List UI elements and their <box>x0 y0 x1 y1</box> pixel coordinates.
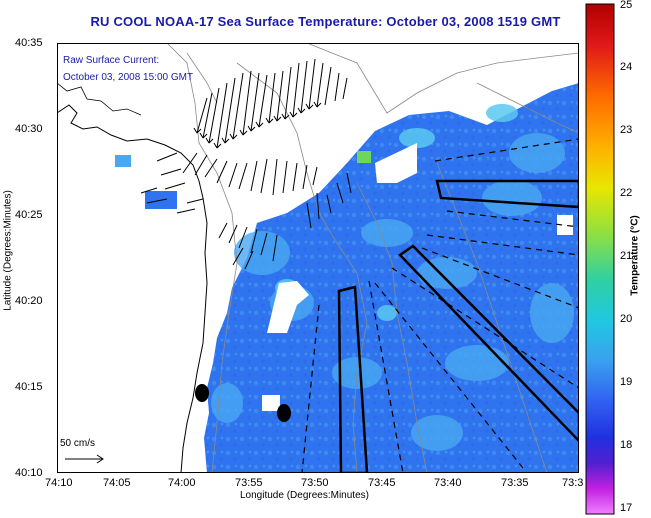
colorbar-tick-label: 19 <box>620 376 633 388</box>
colorbar-tick-label: 20 <box>620 313 633 325</box>
sst-map <box>57 43 579 473</box>
y-axis-title: Latitude (Degrees:Minutes) <box>2 190 14 311</box>
current-label-line2: October 03, 2008 15:00 GMT <box>63 72 194 83</box>
colorbar-tick-label: 23 <box>620 124 633 136</box>
scale-arrow <box>65 454 104 464</box>
colorbar-tick-label: 18 <box>620 439 633 451</box>
sst-small-patch <box>115 155 131 167</box>
scale-label: 50 cm/s <box>60 438 96 449</box>
y-tick-label: 40:25 <box>15 209 43 221</box>
current-label-line1: Raw Surface Current: <box>63 55 160 66</box>
y-tick-label: 40:35 <box>15 37 43 49</box>
survey-dashed-lines <box>301 138 579 473</box>
x-tick-label: 74:00 <box>168 477 196 489</box>
colorbar-tick-label: 17 <box>620 502 633 514</box>
surface-current-vectors <box>140 58 352 270</box>
bathymetry-contours <box>166 43 579 473</box>
survey-boxes <box>337 179 579 473</box>
x-tick-label: 73:45 <box>368 477 396 489</box>
y-tick-label: 40:15 <box>15 381 43 393</box>
x-tick-label: 74:05 <box>103 477 131 489</box>
y-tick-label: 40:20 <box>15 295 43 307</box>
x-tick-label: 73:3 <box>562 477 584 489</box>
plot-frame <box>57 43 579 473</box>
buoy-marker <box>195 384 209 402</box>
x-tick-label: 73:55 <box>235 477 263 489</box>
colorbar-tick-label: 22 <box>620 187 633 199</box>
warm-patch <box>357 151 371 163</box>
colorbar-title: Temperature (°C) <box>629 215 641 296</box>
colorbar-tick-label: 21 <box>620 250 633 262</box>
x-tick-label: 73:40 <box>434 477 462 489</box>
temperature-colorbar <box>585 3 615 515</box>
x-tick-label: 73:35 <box>501 477 529 489</box>
buoy-marker <box>277 404 291 422</box>
y-tick-label: 40:30 <box>15 123 43 135</box>
y-tick-label: 40:10 <box>15 467 43 479</box>
cloud-holes <box>262 143 573 411</box>
x-tick-label: 73:50 <box>301 477 329 489</box>
map-title: RU COOL NOAA-17 Sea Surface Temperature:… <box>90 14 561 29</box>
x-tick-label: 74:10 <box>45 477 73 489</box>
colorbar-tick-label: 24 <box>620 61 633 73</box>
colorbar-tick-label: 25 <box>620 0 633 11</box>
coastline-inlet <box>57 82 142 116</box>
x-axis-title: Longitude (Degrees:Minutes) <box>240 490 369 501</box>
